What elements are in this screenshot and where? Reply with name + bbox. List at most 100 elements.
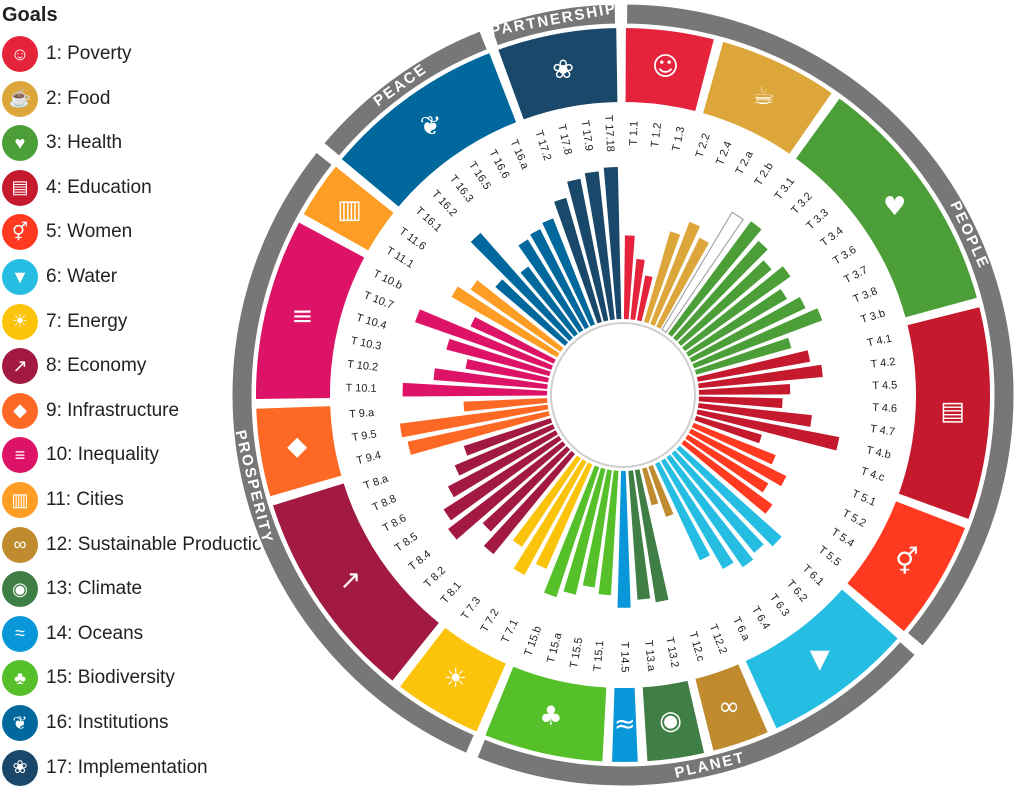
book-icon: ▤ — [2, 169, 38, 206]
heartbeat-icon: ♥ — [883, 192, 906, 222]
target-bar — [470, 232, 573, 342]
target-label: T 15.1 — [592, 640, 607, 672]
target-label: T 17.8 — [555, 123, 574, 156]
target-bar — [642, 467, 659, 506]
target-bar — [677, 260, 772, 346]
goal-segment — [254, 404, 344, 499]
target-label: T 16.5 — [466, 160, 493, 193]
legend-label: 2: Food — [46, 87, 111, 109]
target-bar — [668, 221, 762, 337]
legend-item: ♥ 3: Health — [2, 123, 122, 163]
target-label: T 8.a — [362, 472, 390, 492]
dove-icon: ❦ — [420, 111, 442, 141]
equal-icon: ≡ — [2, 437, 38, 474]
legend-item: ▤ 4: Education — [2, 168, 152, 208]
target-bar — [582, 469, 612, 588]
target-bar — [685, 434, 769, 493]
target-bar — [666, 454, 754, 568]
legend-item: ⚥ 5: Women — [2, 212, 132, 252]
target-label: T 3.3 — [804, 207, 831, 233]
fish-icon: ≈ — [614, 710, 636, 740]
growth-chart-icon: ↗ — [340, 565, 362, 595]
goals-legend: Goals ☺ 1: Poverty ☕ 2: Food ♥ 3: Health ▤ 4: E… — [0, 0, 273, 801]
target-label: T 8.2 — [422, 564, 448, 590]
target-bar — [584, 171, 615, 321]
people-icon: ☺ — [652, 52, 679, 82]
target-bar — [673, 240, 768, 342]
goal-segment — [495, 26, 620, 122]
target-bar — [482, 446, 571, 532]
goal-segment — [300, 163, 397, 254]
growth-chart-icon: ↗ — [2, 348, 38, 385]
target-label: T 5.5 — [816, 544, 843, 569]
target-bar — [483, 450, 576, 555]
target-bar — [682, 266, 791, 352]
target-bar — [463, 398, 548, 412]
bowl-icon: ☕ — [752, 81, 775, 111]
center-hub — [550, 322, 696, 468]
target-bar — [454, 424, 555, 476]
target-label: T 12.2 — [707, 623, 729, 656]
target-label: T 16.a — [507, 138, 531, 172]
target-bar — [694, 415, 762, 444]
legend-label: 14: Oceans — [46, 622, 144, 644]
tree-icon: ♣ — [2, 660, 38, 697]
legend-label: 3: Health — [46, 132, 123, 154]
target-label: T 1.1 — [628, 121, 641, 146]
target-label: T 6.2 — [784, 578, 809, 605]
target-bar — [698, 384, 791, 395]
target-label: T 15.b — [522, 625, 544, 658]
target-bar — [512, 455, 581, 547]
target-label: T 13.2 — [663, 636, 681, 669]
target-bar — [448, 441, 566, 540]
legend-item: ☺ 1: Poverty — [2, 34, 132, 74]
goal-segment — [482, 664, 609, 764]
target-label: T 4.7 — [869, 423, 895, 438]
target-label: T 3.6 — [831, 244, 858, 267]
target-label: T 7.2 — [479, 607, 502, 635]
target-label: T 9.4 — [355, 449, 382, 467]
goal-segment — [793, 95, 980, 320]
target-label: T 3.2 — [789, 190, 815, 216]
goal-segment — [896, 304, 992, 522]
legend-item: ↗ 8: Economy — [2, 346, 146, 386]
eye-globe-icon: ◉ — [659, 706, 682, 736]
sun-icon: ☀ — [444, 664, 467, 694]
target-bar — [692, 308, 823, 369]
target-label: T 1.2 — [649, 122, 664, 148]
target-label: T 10.1 — [345, 382, 376, 395]
pillar-segment — [473, 638, 919, 789]
target-bar — [402, 382, 548, 397]
target-bar — [465, 359, 549, 383]
target-bar — [513, 459, 587, 576]
target-bar — [535, 462, 593, 569]
target-bar — [542, 218, 596, 327]
target-label: T 14.5 — [618, 641, 630, 672]
legend-label: 8: Economy — [46, 355, 147, 377]
target-bar — [399, 404, 549, 438]
dove-icon: ❦ — [2, 705, 38, 741]
target-bar — [655, 461, 711, 561]
target-bar — [544, 465, 600, 598]
target-label: T 1.3 — [670, 126, 687, 153]
target-label: T 5.1 — [850, 488, 878, 509]
target-bar — [598, 470, 619, 596]
flower-icon: ❀ — [552, 55, 574, 85]
target-label: T 11.1 — [384, 245, 416, 271]
goal-segment — [693, 661, 771, 754]
target-label: T 4.b — [865, 444, 892, 461]
legend-label: 4: Education — [46, 176, 152, 198]
target-label: T 17.2 — [532, 129, 553, 162]
target-bar — [660, 458, 734, 569]
target-bar — [567, 178, 609, 322]
target-label: T 9.5 — [351, 428, 377, 444]
buildings-icon: ▥ — [2, 482, 38, 518]
legend-label: 11: Cities — [46, 489, 124, 510]
tree-icon: ♣ — [539, 702, 562, 732]
target-label: T 7.1 — [499, 618, 521, 646]
legend-item: ≈14: Oceans — [2, 614, 143, 654]
legend-item: ◉ 13: Climate — [2, 569, 142, 609]
target-label: T 17.18 — [602, 115, 616, 153]
target-bar — [463, 418, 553, 456]
target-bar — [520, 266, 578, 337]
